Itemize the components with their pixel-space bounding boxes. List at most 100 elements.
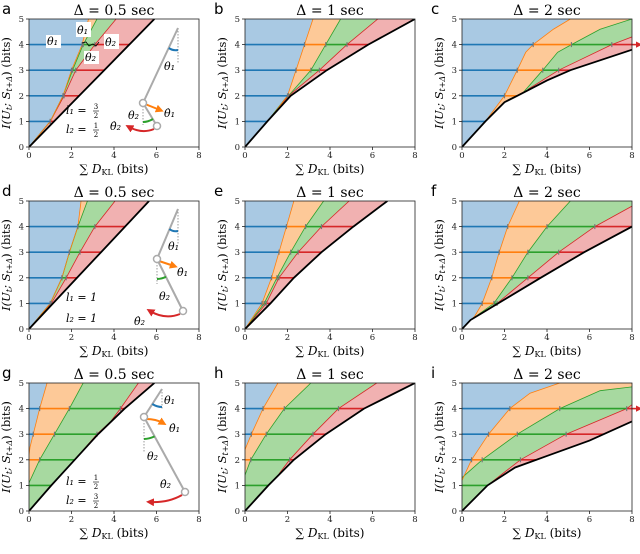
boundary-blue-orange <box>29 19 89 147</box>
region-fills <box>245 19 415 147</box>
rod-1 <box>143 388 163 418</box>
region-fills <box>245 383 415 511</box>
minimum-curve <box>29 19 156 147</box>
y-tick-label: 5 <box>19 15 24 25</box>
panel-e: e Δ = 1 sec 0 2 4 6 8 0 1 2 3 4 5 ∑ DKL (bits) I(Ut; S… <box>214 182 418 359</box>
boundary-blue-orange <box>245 383 279 450</box>
y-tick-label: 0 <box>235 507 240 517</box>
y-axis-label-part: t+Δ <box>5 258 14 274</box>
y-axis-label-part: t <box>438 106 447 110</box>
x-axis-label-part: (bits) <box>546 162 582 176</box>
y-axis-label-part: ) (bits) <box>0 401 13 440</box>
callout-theta2-dot: θ̇₂ <box>105 36 116 49</box>
boundary-orange-green <box>245 201 324 329</box>
region-blue <box>462 383 560 481</box>
theta2-dot-label: θ̇₂ <box>110 120 121 133</box>
x-tick-label: 4 <box>327 333 332 343</box>
level-lines <box>29 42 130 124</box>
x-axis-label-part: ∑ D <box>513 526 535 540</box>
x-tick-label: 2 <box>69 515 74 525</box>
minimum-curve <box>245 201 388 329</box>
y-tick-label: 1 <box>235 481 240 491</box>
boundary-orange-green <box>462 386 632 479</box>
x-axis-label: ∑ DKL (bits) <box>513 526 582 541</box>
y-axis-label-part: ) (bits) <box>215 401 229 440</box>
boundary-green-red <box>527 36 632 90</box>
x-axis-label: ∑ DKL (bits) <box>80 344 149 359</box>
panel-c: c Δ = 2 sec 0 2 4 6 8 0 1 2 3 4 5 ∑ DKL (bits) I(Ut; S… <box>431 0 640 177</box>
x-tick-label: 4 <box>327 515 332 525</box>
x-tick-label: 6 <box>587 515 592 525</box>
boundary-orange-green <box>470 201 571 321</box>
y-axis-label-part: t+Δ <box>221 76 230 92</box>
y-axis-label-part: t+Δ <box>221 440 230 456</box>
y-axis-label-part: I(U <box>215 474 229 494</box>
x-tick-label: 4 <box>111 151 116 161</box>
x-tick-label: 2 <box>502 151 507 161</box>
x-tick-label: 0 <box>242 151 247 161</box>
y-tick-label: 4 <box>452 405 457 415</box>
theta2-dot-arrow <box>125 125 155 133</box>
x-tick-label: 6 <box>370 151 375 161</box>
panel-b: b Δ = 1 sec 0 2 4 6 8 0 1 2 3 4 5 ∑ DKL (bits) I(Ut; S… <box>214 0 418 177</box>
theta2-arc <box>156 275 167 280</box>
y-axis-label: I(Ut; St+Δ) (bits) <box>432 37 447 130</box>
y-tick-label: 2 <box>452 274 457 284</box>
y-tick-label: 1 <box>235 299 240 309</box>
y-axis-label-part: t <box>5 106 14 110</box>
theta1-dot-arrow <box>144 103 164 113</box>
callout-box <box>76 22 91 37</box>
theta1-arc <box>151 403 163 408</box>
y-axis-label-part: ) (bits) <box>432 37 446 76</box>
panel-title: Δ = 2 sec <box>513 367 581 383</box>
panel-title: Δ = 1 sec <box>296 3 364 19</box>
y-tick-label: 3 <box>19 248 24 258</box>
panel-letter: f <box>431 182 437 200</box>
y-tick-label: 3 <box>452 248 457 258</box>
x-axis-label-part: KL <box>102 350 114 359</box>
y-axis-label-part: I(U <box>0 474 13 494</box>
panel-letter: h <box>214 364 224 382</box>
x-axis-label-part: KL <box>535 532 547 541</box>
y-tick-label: 4 <box>235 223 240 233</box>
y-axis-label-part: t+Δ <box>221 258 230 274</box>
boundary-blue-orange <box>245 201 295 329</box>
y-tick-label: 1 <box>19 299 24 309</box>
y-axis-label-part: t+Δ <box>438 440 447 456</box>
theta1-dot-label: θ̇₁ <box>177 266 188 279</box>
region-blue <box>29 19 89 147</box>
y-tick-label: 2 <box>235 456 240 466</box>
y-axis-label-part: t+Δ <box>438 258 447 274</box>
y-axis-label-part: t <box>221 106 230 110</box>
boundary-green-red <box>29 201 116 329</box>
x-tick-label: 0 <box>26 151 31 161</box>
region-blue <box>29 201 82 329</box>
x-tick-label: 4 <box>544 151 549 161</box>
x-tick-label: 6 <box>587 333 592 343</box>
y-tick-label: 4 <box>19 223 24 233</box>
y-axis-label-part: t+Δ <box>5 440 14 456</box>
y-tick-label: 2 <box>19 92 24 102</box>
y-tick-label: 3 <box>235 66 240 76</box>
y-axis-label: I(Ut; St+Δ) (bits) <box>0 401 14 494</box>
y-tick-label: 5 <box>235 15 240 25</box>
y-axis-label-part: t <box>438 470 447 474</box>
x-axis-label-part: (bits) <box>546 526 582 540</box>
y-tick-label: 2 <box>235 274 240 284</box>
theta1-label: θ₁ <box>164 60 175 73</box>
l1-label: l₁ = 3 2 <box>66 103 99 120</box>
y-axis-label-part: t <box>221 288 230 292</box>
y-axis-label-part: ; S <box>215 455 229 472</box>
y-tick-label: 5 <box>452 15 457 25</box>
y-tick-label: 1 <box>19 117 24 127</box>
y-axis-label: I(Ut; St+Δ) (bits) <box>0 219 14 312</box>
x-axis-label-part: (bits) <box>329 526 365 540</box>
y-tick-label: 2 <box>452 92 457 102</box>
x-axis-label-part: (bits) <box>113 162 149 176</box>
region-fills <box>462 19 632 147</box>
y-tick-label: 5 <box>19 197 24 207</box>
x-tick-label: 6 <box>154 515 159 525</box>
panel-h: h Δ = 1 sec 0 2 4 6 8 0 1 2 3 4 5 ∑ DKL (bits) I(Ut; S… <box>214 364 418 541</box>
